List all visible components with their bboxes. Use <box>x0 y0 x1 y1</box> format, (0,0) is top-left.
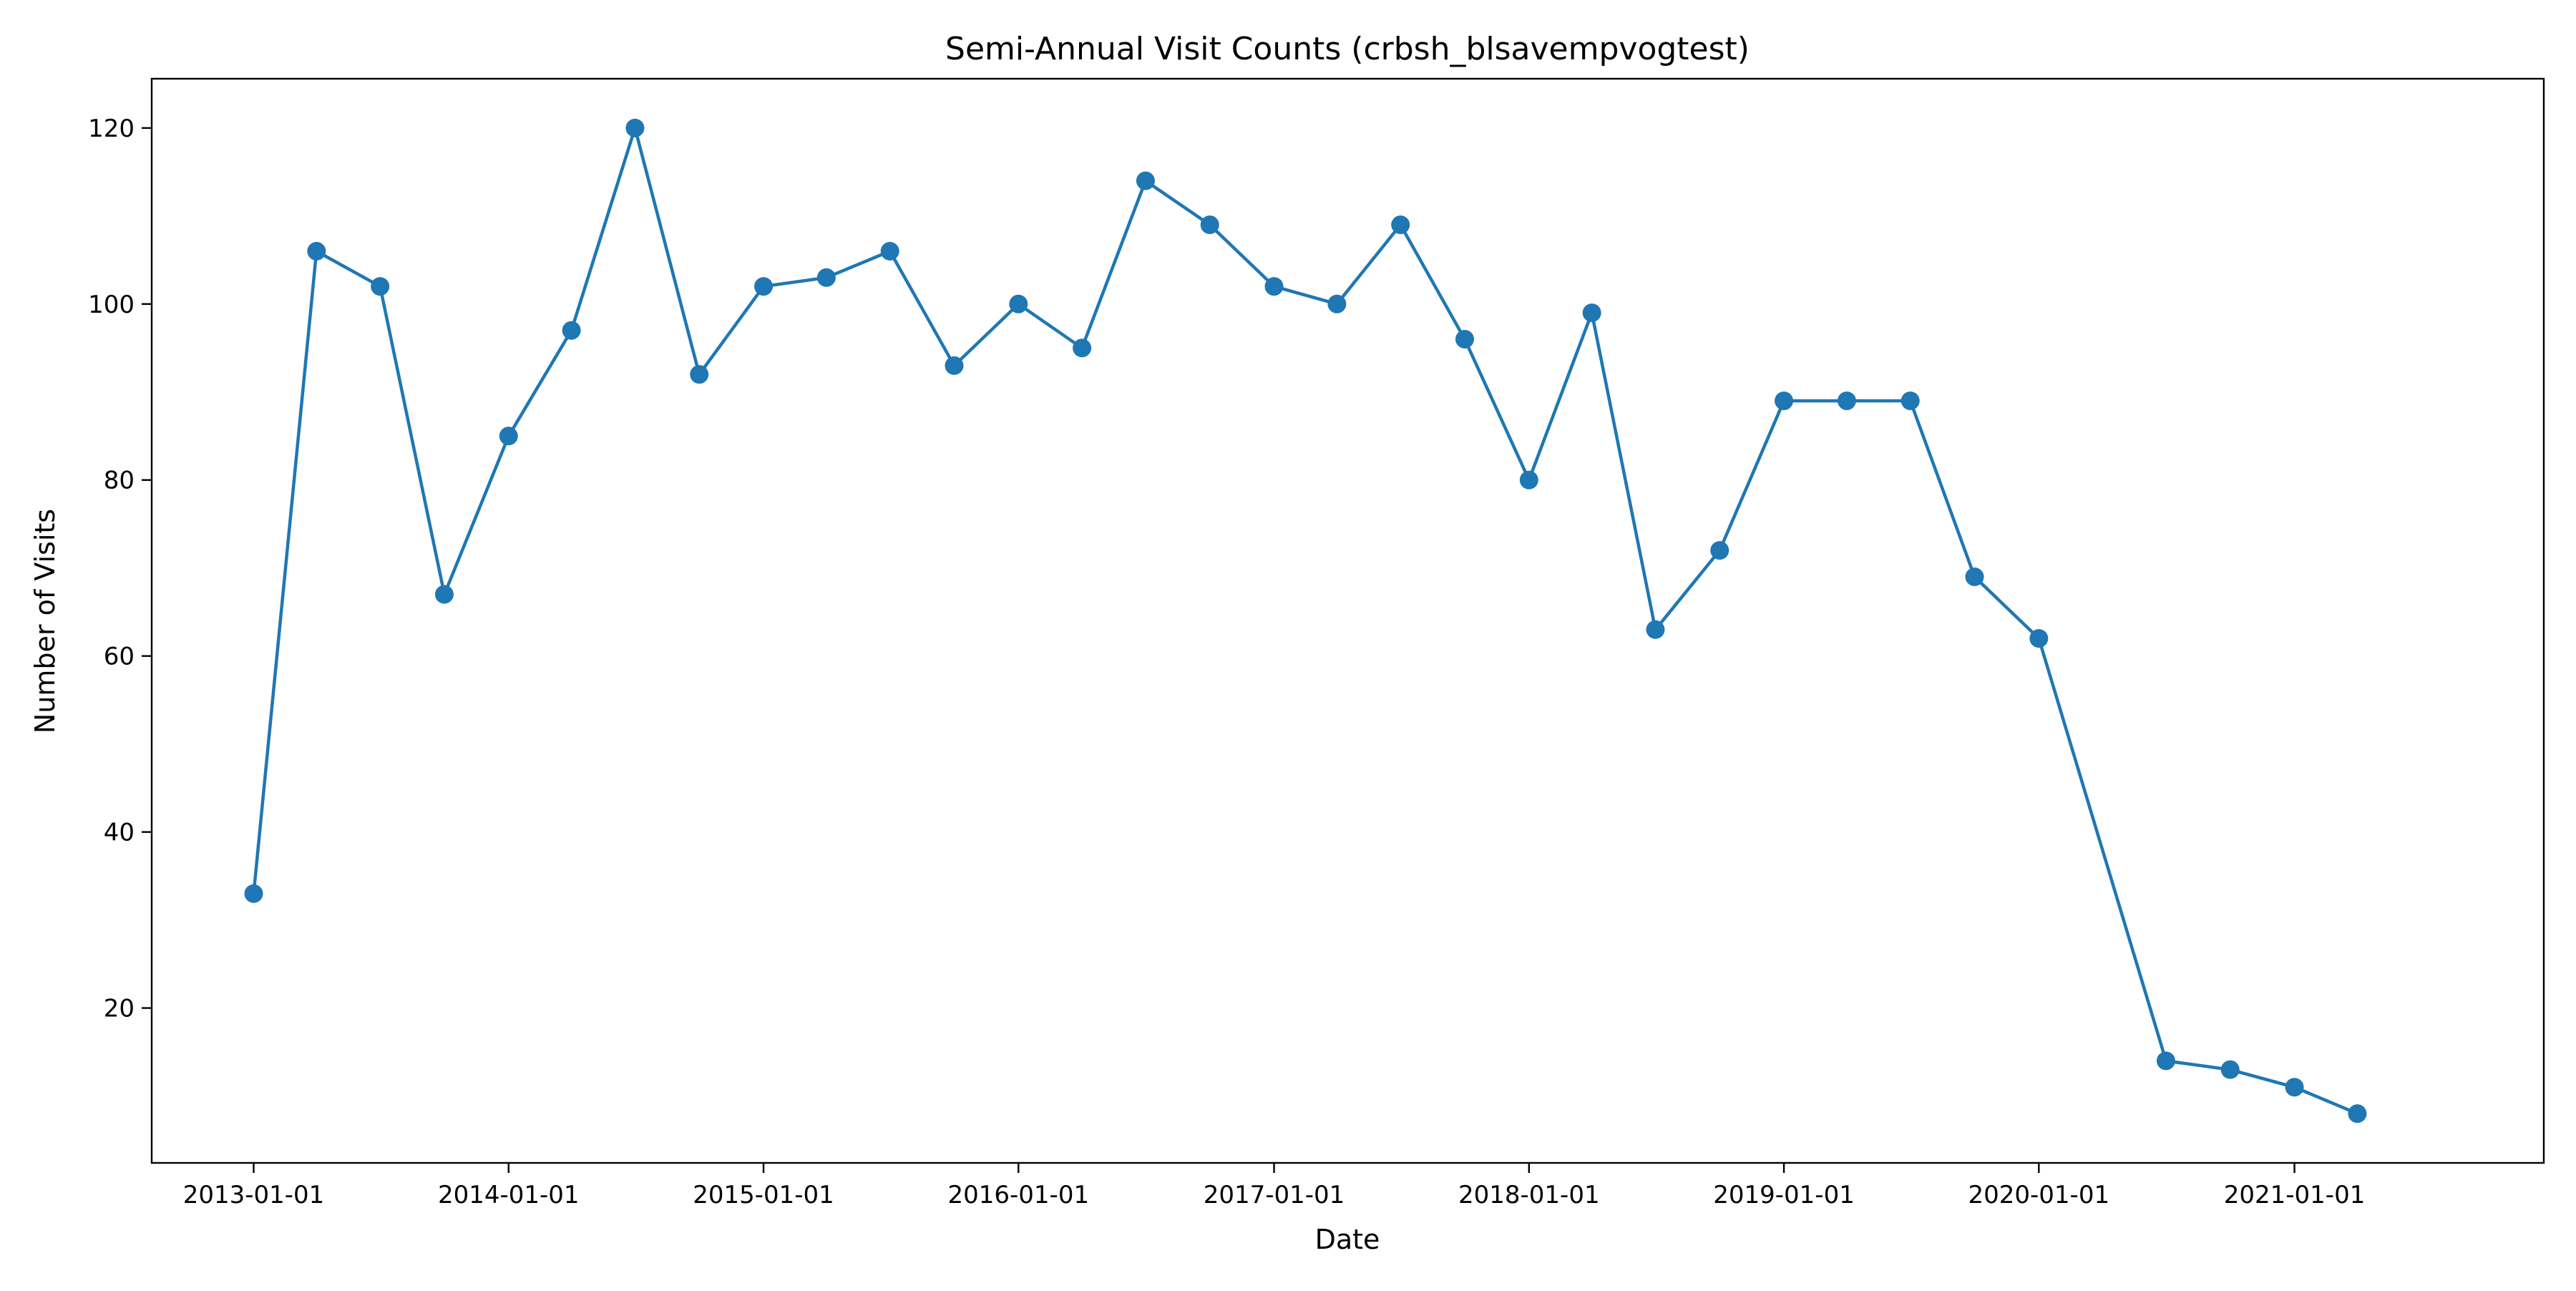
data-point-16 <box>1264 277 1284 296</box>
data-point-4 <box>499 427 518 446</box>
data-point-15 <box>1200 215 1219 235</box>
data-point-17 <box>1327 294 1347 313</box>
data-point-3 <box>434 585 454 604</box>
data-point-12 <box>1009 294 1028 313</box>
data-point-0 <box>244 884 263 903</box>
data-point-13 <box>1073 338 1092 358</box>
data-point-18 <box>1391 215 1410 235</box>
data-point-9 <box>816 268 836 287</box>
y-tick-label-5: 120 <box>88 115 135 143</box>
data-point-20 <box>1519 470 1538 489</box>
x-tick-label-8: 2021-01-01 <box>2224 1181 2366 1209</box>
x-tick-label-4: 2017-01-01 <box>1204 1181 1345 1209</box>
plot-frame <box>150 77 2545 1164</box>
data-point-31 <box>2285 1078 2304 1097</box>
y-tick-label-1: 40 <box>104 819 135 847</box>
data-point-24 <box>1775 391 1794 411</box>
data-point-10 <box>880 242 899 261</box>
plot-area: 20 40 60 80 100 120 2013-01-01 2014-01-01 2015-0… <box>88 77 2545 1209</box>
x-tick-label-6: 2019-01-01 <box>1713 1181 1855 1209</box>
data-point-21 <box>1582 303 1601 323</box>
data-point-30 <box>2220 1060 2240 1079</box>
data-point-28 <box>2029 629 2049 648</box>
x-tick-label-7: 2020-01-01 <box>1968 1181 2110 1209</box>
x-tick-label-1: 2014-01-01 <box>438 1181 580 1209</box>
data-point-2 <box>371 277 390 296</box>
chart-title: Semi-Annual Visit Counts (crbsh_blsavemp… <box>945 31 1750 67</box>
x-tick-label-3: 2016-01-01 <box>947 1181 1089 1209</box>
data-point-26 <box>1901 391 1920 411</box>
data-point-5 <box>562 321 581 340</box>
data-point-19 <box>1455 329 1474 349</box>
y-tick-label-2: 60 <box>104 643 135 671</box>
data-point-22 <box>1646 620 1665 639</box>
y-tick-label-0: 20 <box>104 995 135 1023</box>
data-point-27 <box>1965 567 1984 587</box>
y-tick-label-4: 100 <box>88 291 135 319</box>
data-point-23 <box>1710 541 1729 560</box>
data-point-29 <box>2156 1051 2175 1071</box>
data-point-7 <box>690 365 709 384</box>
x-axis-label: Date <box>1315 1224 1380 1255</box>
x-tick-label-5: 2018-01-01 <box>1458 1181 1600 1209</box>
data-point-11 <box>945 356 964 375</box>
data-point-32 <box>2348 1104 2367 1124</box>
y-axis-label: Number of Visits <box>29 509 61 734</box>
data-point-25 <box>1837 391 1856 411</box>
data-point-1 <box>307 242 326 261</box>
y-tick-label-3: 80 <box>104 467 135 495</box>
data-point-8 <box>754 277 774 296</box>
data-point-14 <box>1136 171 1155 190</box>
data-point-6 <box>625 118 645 137</box>
x-tick-label-0: 2013-01-01 <box>183 1181 325 1209</box>
x-tick-label-2: 2015-01-01 <box>693 1181 834 1209</box>
